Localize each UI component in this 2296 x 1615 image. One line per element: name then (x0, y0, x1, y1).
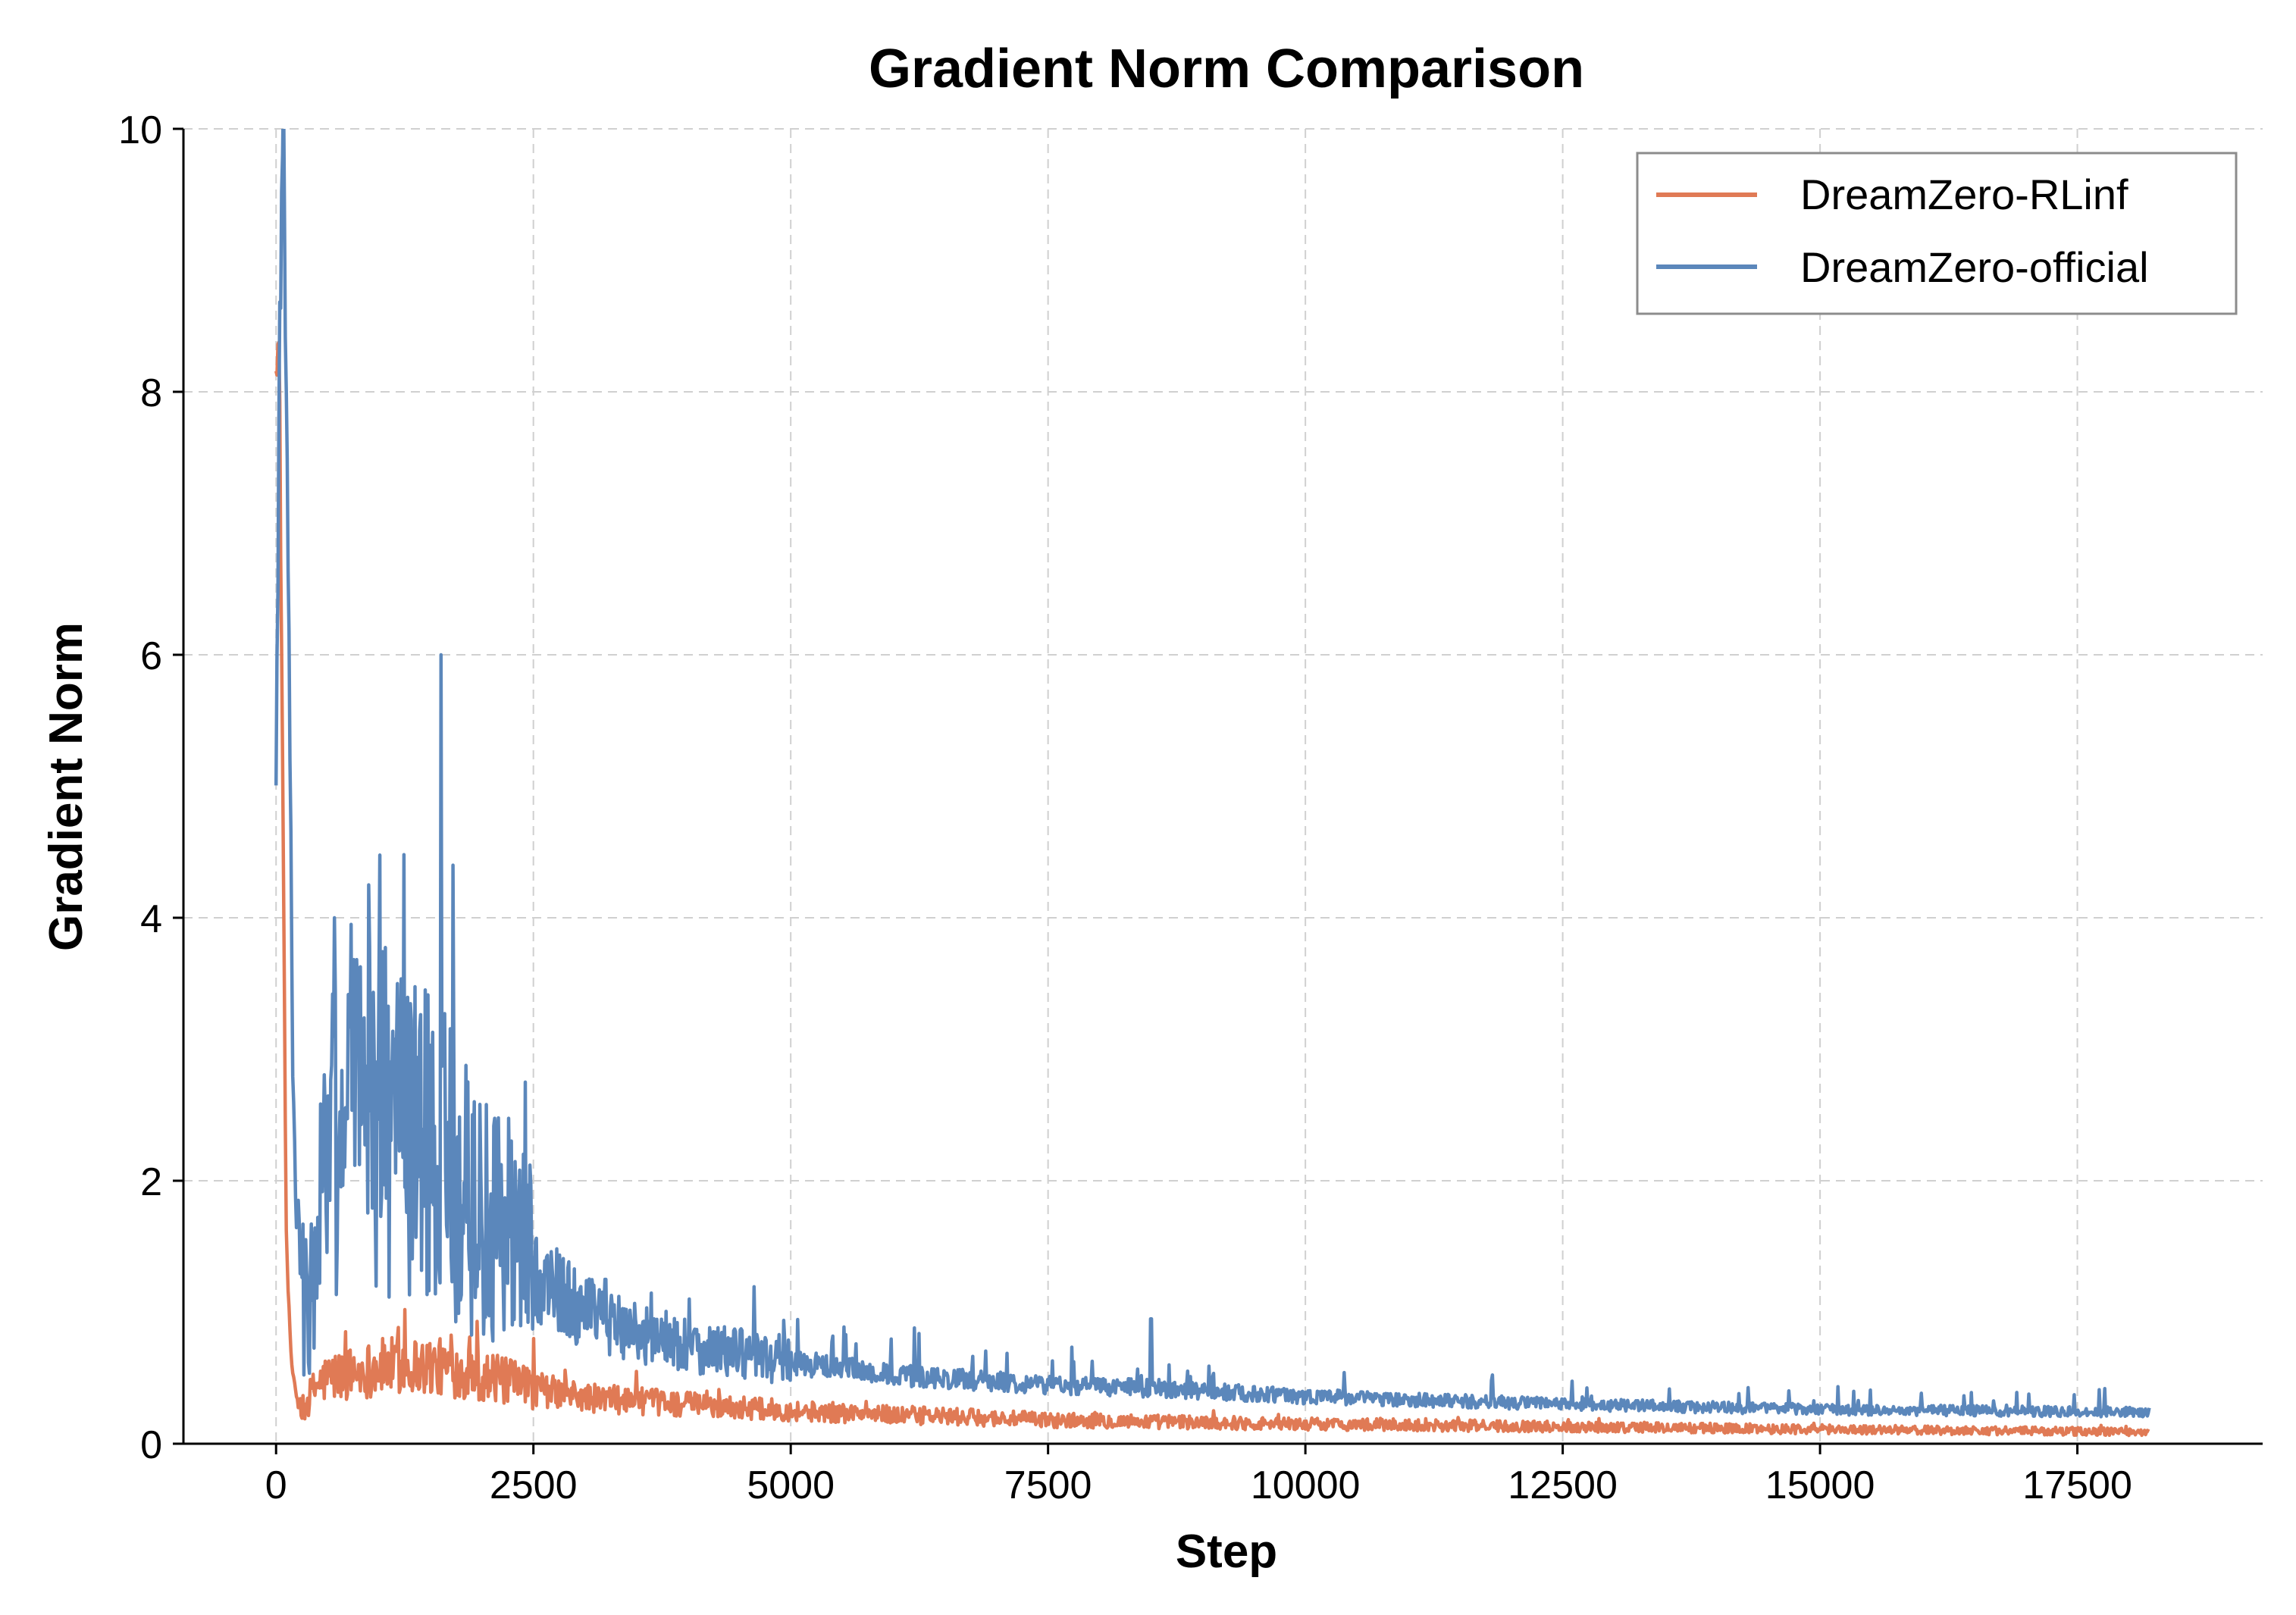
y-tick-label: 10 (118, 108, 162, 152)
legend: DreamZero-RLinf DreamZero-official (1636, 152, 2238, 315)
ticks: 0 2500 5000 7500 10000 12500 15000 17500 0 2 4 6 8 10 (118, 108, 2132, 1507)
x-tick-label: 12500 (1508, 1463, 1618, 1507)
axes (182, 129, 2263, 1445)
x-tick-label: 10000 (1251, 1463, 1361, 1507)
legend-label-rlinf: DreamZero-RLinf (1800, 171, 2128, 218)
x-tick-label: 5000 (747, 1463, 835, 1507)
x-tick-label: 2500 (490, 1463, 578, 1507)
legend-label-official: DreamZero-official (1800, 243, 2149, 291)
series-line-official (274, 129, 2151, 1419)
y-tick-label: 0 (140, 1423, 162, 1467)
x-tick-label: 15000 (1765, 1463, 1875, 1507)
legend-frame (1636, 152, 2238, 315)
y-tick-label: 6 (140, 634, 162, 678)
y-tick-label: 8 (140, 371, 162, 415)
x-tick-label: 0 (265, 1463, 287, 1507)
series-line-rlinf (274, 340, 2150, 1438)
series-lines (274, 129, 2151, 1438)
chart-title: Gradient Norm Comparison (869, 39, 1584, 99)
x-axis-label: Step (1176, 1526, 1277, 1578)
x-tick-label: 7500 (1004, 1463, 1092, 1507)
y-tick-label: 2 (140, 1160, 162, 1204)
x-tick-label: 17500 (2022, 1463, 2132, 1507)
y-axis-label: Gradient Norm (40, 622, 92, 951)
y-tick-label: 4 (140, 897, 162, 941)
